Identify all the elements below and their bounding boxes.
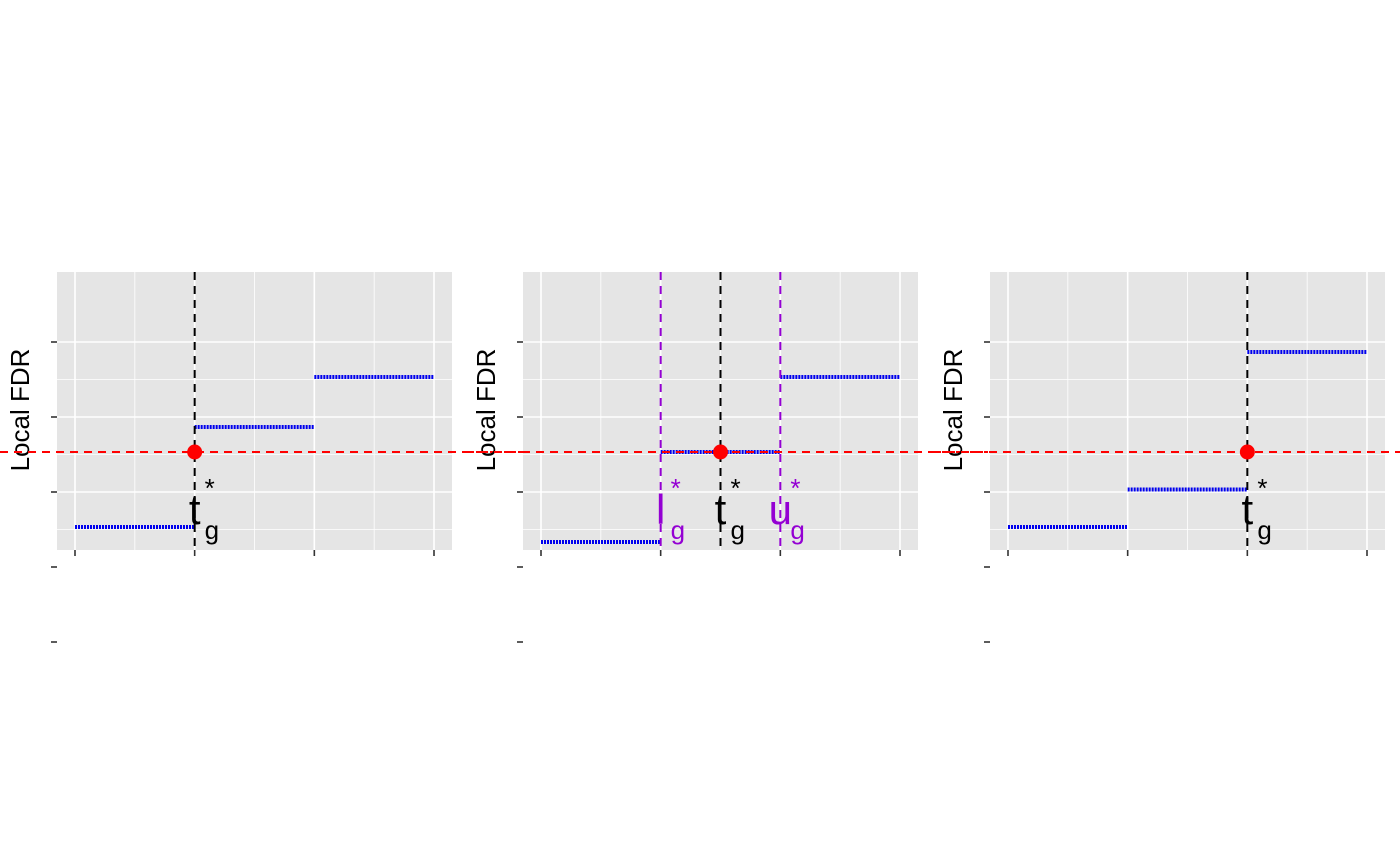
panel-right: Local FDR t g *	[933, 272, 1400, 643]
annotation-subscript: g	[671, 515, 685, 545]
annotation-superscript: *	[731, 473, 741, 503]
annotation-symbol: t	[189, 486, 201, 533]
threshold-point	[713, 444, 728, 460]
annotation-subscript: g	[790, 515, 804, 545]
panel-left: Local FDR t g *	[0, 272, 522, 643]
annotation-subscript: g	[1257, 515, 1271, 545]
threshold-point	[187, 444, 203, 460]
annotation-symbol: t	[715, 486, 727, 533]
annotation-symbol: u	[769, 486, 792, 533]
annotation-symbol: l	[656, 486, 665, 533]
annotation-superscript: *	[790, 473, 800, 503]
y-axis-label: Local FDR	[5, 349, 35, 472]
y-axis-label: Local FDR	[938, 349, 968, 472]
annotation-superscript: *	[671, 473, 681, 503]
annotation-superscript: *	[1257, 473, 1267, 503]
y-axis-label: Local FDR	[471, 349, 501, 472]
annotation-subscript: g	[731, 515, 745, 545]
threshold-point	[1239, 444, 1255, 460]
annotation-superscript: *	[205, 473, 215, 503]
annotation-subscript: g	[205, 515, 219, 545]
annotation-symbol: t	[1241, 486, 1253, 533]
